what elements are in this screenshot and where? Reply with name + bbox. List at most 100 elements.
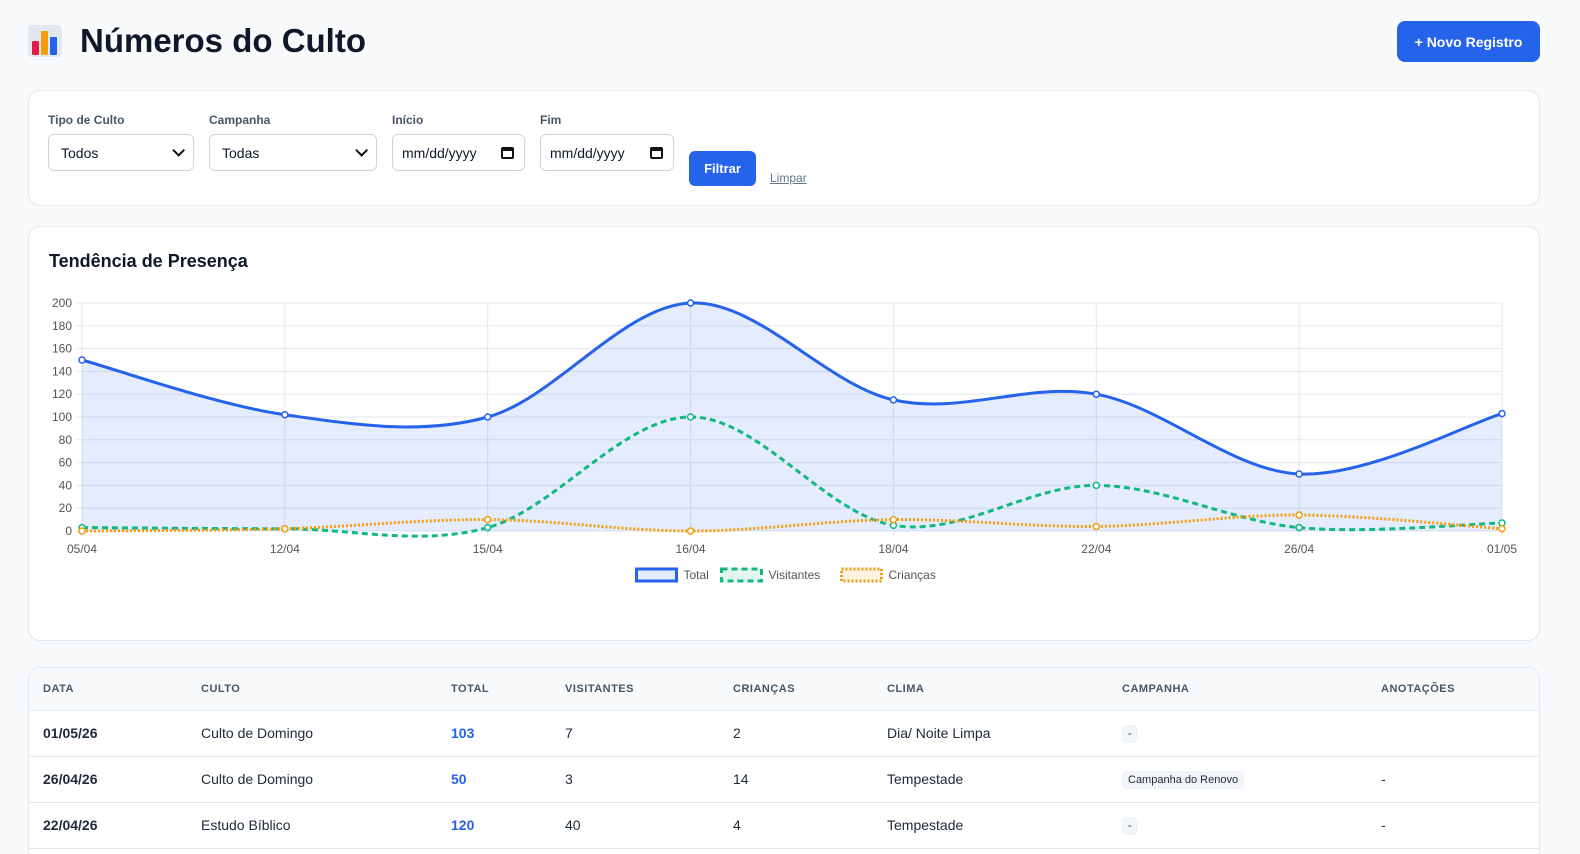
x-tick-label: 26/04: [1284, 542, 1314, 556]
x-tick-label: 18/04: [878, 542, 908, 556]
y-tick-label: 140: [52, 364, 72, 378]
cell-visitantes: 40: [551, 802, 719, 849]
data-point-criancas: [686, 527, 695, 535]
y-tick-label: 80: [59, 433, 73, 447]
column-header: CULTO: [187, 668, 437, 711]
y-tick-label: 60: [59, 456, 73, 470]
data-point-total: [78, 356, 86, 364]
cell-clima: Tempestade: [873, 802, 1108, 849]
calendar-icon[interactable]: [650, 146, 663, 159]
data-point-total: [889, 396, 898, 404]
data-point-criancas: [281, 524, 289, 533]
fim-filter: Fim mm/dd/yyyy: [540, 113, 674, 171]
data-point-visitantes: [483, 523, 492, 532]
x-tick-label: 05/04: [67, 542, 97, 556]
y-tick-label: 40: [59, 478, 73, 492]
series-line-total: [81, 301, 1503, 476]
y-tick-label: 0: [65, 524, 72, 538]
column-header: ANOTAÇÕES: [1367, 668, 1539, 711]
data-point-criancas: [78, 527, 86, 535]
data-point-criancas: [1498, 524, 1506, 533]
column-header: TOTAL: [437, 668, 551, 711]
cell-culto: Estudo Bíblico: [187, 802, 437, 849]
series-area-total: [82, 302, 1502, 531]
x-tick-label: 01/05: [1487, 542, 1517, 556]
y-tick-label: 120: [52, 387, 72, 401]
culto-select[interactable]: Todos: [48, 134, 194, 171]
cell-date: 01/05/26: [29, 710, 187, 757]
data-point-criancas: [1092, 522, 1101, 531]
campanha-filter-label: Campanha: [209, 113, 271, 127]
page-title: Números do Culto: [28, 22, 366, 60]
column-header: CLIMA: [873, 668, 1108, 711]
cell-campanha: Campanha do Renovo: [1108, 756, 1367, 803]
series-line-criancas: [81, 513, 1503, 533]
filter-button[interactable]: Filtrar: [689, 151, 756, 186]
campaign-badge: Campanha do Renovo: [1122, 770, 1245, 789]
data-point-criancas: [483, 515, 492, 524]
calendar-icon[interactable]: [501, 146, 514, 159]
cell-visitantes: 3: [551, 756, 719, 803]
x-tick-label: 22/04: [1081, 542, 1111, 556]
cell-anotacoes: -: [1367, 756, 1539, 803]
data-point-total: [1295, 470, 1303, 478]
cell-culto: Culto de Domingo: [187, 756, 437, 803]
cell-clima: Tempestade: [873, 756, 1108, 803]
cell-anotacoes: -: [1367, 802, 1539, 849]
inicio-date-input[interactable]: mm/dd/yyyy: [392, 134, 525, 171]
inicio-filter-label: Início: [392, 113, 424, 127]
y-tick-label: 160: [52, 342, 72, 356]
legend-label-visitantes: Visitantes: [769, 568, 821, 582]
series-line-visitantes: [81, 415, 1503, 538]
chart-title: Tendência de Presença: [49, 251, 248, 271]
data-point-visitantes: [686, 413, 695, 421]
data-point-total: [1498, 409, 1506, 418]
new-record-button[interactable]: + Novo Registro: [1397, 21, 1540, 62]
culto-select-value: Todos: [61, 144, 99, 161]
chevron-down-icon: [172, 144, 185, 157]
y-tick-label: 20: [59, 501, 73, 515]
page-header: Números do Culto + Novo Registro: [28, 18, 1540, 64]
cell-total: 120: [437, 802, 551, 849]
fim-placeholder: mm/dd/yyyy: [550, 144, 625, 161]
table-row[interactable]: 22/04/26 Estudo Bíblico 120 40 4 Tempest…: [29, 802, 1539, 849]
clear-filters-link[interactable]: Limpar: [770, 171, 807, 185]
chevron-down-icon: [355, 144, 368, 157]
campaign-badge: -: [1122, 816, 1138, 835]
y-tick-label: 200: [52, 296, 72, 310]
table-row[interactable]: 26/04/26 Culto de Domingo 50 3 14 Tempes…: [29, 756, 1539, 803]
records-table-card: DATA CULTO TOTAL VISITANTES CRIANÇAS CLI…: [28, 667, 1540, 854]
campanha-select[interactable]: Todas: [209, 134, 377, 171]
inicio-placeholder: mm/dd/yyyy: [402, 144, 477, 161]
filters-panel: Tipo de Culto Todos Campanha Todas Iníci…: [28, 90, 1540, 206]
cell-date: 26/04/26: [29, 756, 187, 803]
cell-total: 50: [437, 756, 551, 803]
inicio-filter: Início mm/dd/yyyy: [392, 113, 525, 171]
data-point-criancas: [1295, 511, 1303, 519]
y-tick-label: 100: [52, 410, 72, 424]
attendance-chart-card: Tendência de Presença 0 20 40 60 80 100 120 140…: [28, 226, 1540, 641]
data-point-total: [483, 413, 492, 421]
data-point-total: [1092, 390, 1101, 398]
page-title-text: Números do Culto: [80, 22, 366, 59]
data-point-visitantes: [1092, 481, 1101, 490]
campanha-select-value: Todas: [222, 144, 260, 161]
bar-chart-icon: [28, 25, 62, 57]
cell-criancas: 4: [719, 802, 873, 849]
legend-label-total: Total: [684, 568, 709, 582]
cell-clima: Dia/ Noite Limpa: [873, 710, 1108, 757]
column-header: CAMPANHA: [1108, 668, 1367, 711]
cell-total: 103: [437, 710, 551, 757]
cell-criancas: 2: [719, 710, 873, 757]
fim-date-input[interactable]: mm/dd/yyyy: [540, 134, 674, 171]
cell-date: 22/04/26: [29, 802, 187, 849]
y-tick-label: 180: [52, 319, 72, 333]
x-tick-label: 15/04: [473, 542, 503, 556]
cell-campanha: -: [1108, 802, 1367, 849]
data-point-criancas: [889, 515, 898, 524]
legend-swatch-criancas: [840, 567, 883, 583]
fim-filter-label: Fim: [540, 113, 562, 127]
column-header: DATA: [29, 668, 187, 711]
legend-swatch-total: [635, 567, 678, 583]
table-row[interactable]: 01/05/26 Culto de Domingo 103 7 2 Dia/ N…: [29, 710, 1539, 757]
